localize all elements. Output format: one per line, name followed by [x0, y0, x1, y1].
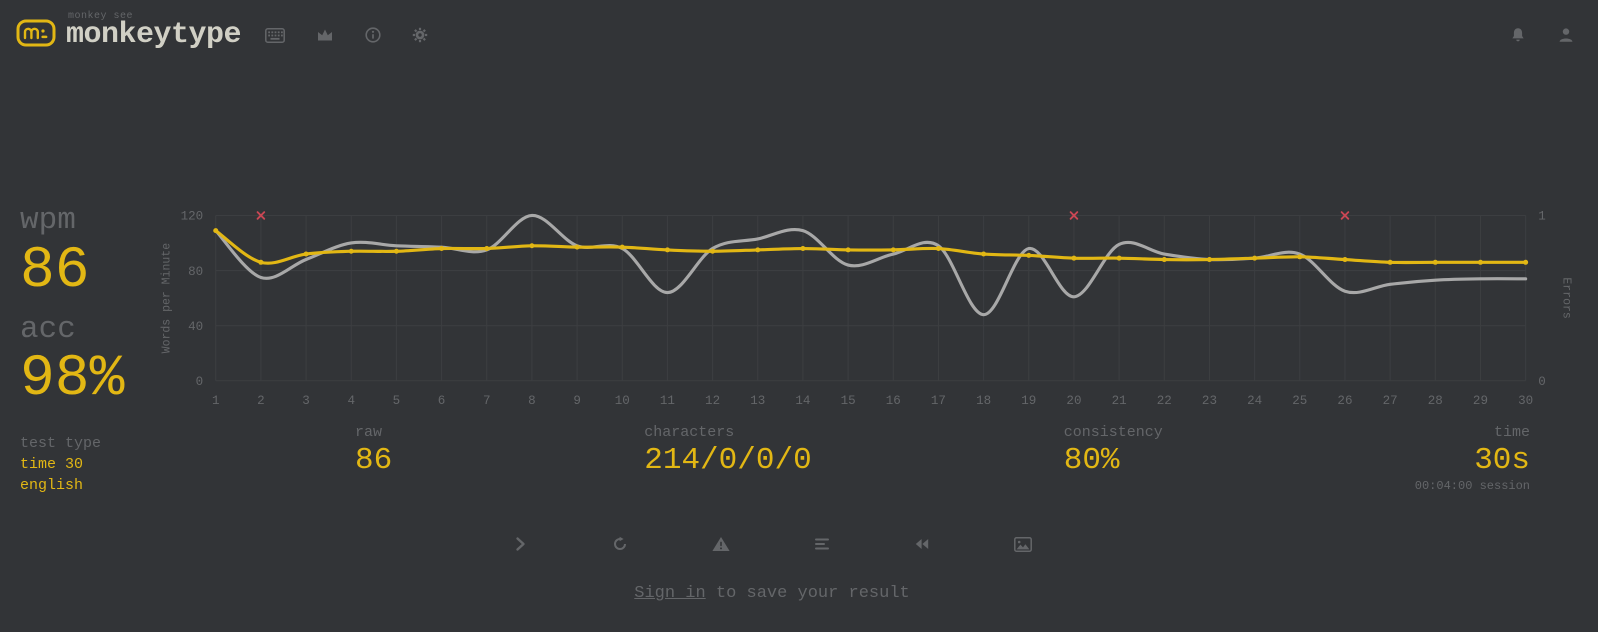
- svg-text:13: 13: [750, 394, 765, 408]
- bell-icon: [1510, 27, 1526, 43]
- svg-text:3: 3: [302, 394, 310, 408]
- report-button[interactable]: [708, 532, 734, 556]
- header-right: [1508, 25, 1576, 45]
- svg-text:17: 17: [931, 394, 946, 408]
- monkeytype-logo-icon: [16, 19, 56, 52]
- stat-time: time 30s 00:04:00 session: [1415, 423, 1530, 496]
- wpm-label: wpm: [20, 203, 76, 238]
- watch-replay-button[interactable]: [910, 532, 934, 556]
- gear-icon: [412, 27, 428, 43]
- svg-text:26: 26: [1337, 394, 1352, 408]
- wpm-value: 86: [20, 238, 90, 304]
- notifications-button[interactable]: [1508, 25, 1528, 45]
- svg-text:19: 19: [1021, 394, 1036, 408]
- acc-value: 98%: [20, 347, 125, 413]
- svg-text:9: 9: [573, 394, 581, 408]
- info-icon: [365, 27, 381, 43]
- settings-button[interactable]: [410, 25, 430, 45]
- account-button[interactable]: [1556, 25, 1576, 45]
- time-label: time: [1493, 424, 1530, 442]
- restart-test-button[interactable]: [608, 532, 632, 556]
- stat-characters: characters 214/0/0/0: [644, 423, 811, 496]
- svg-text:80: 80: [188, 265, 203, 279]
- svg-text:14: 14: [795, 394, 810, 408]
- result-page: wpm 86 acc 98% test type time 30 english…: [0, 203, 1598, 603]
- test-type-language: english: [20, 477, 84, 495]
- leaderboards-button[interactable]: [314, 25, 336, 45]
- svg-text:0: 0: [1538, 375, 1546, 389]
- next-test-button[interactable]: [508, 532, 532, 556]
- raw-value: 86: [355, 442, 393, 478]
- svg-text:6: 6: [438, 394, 446, 408]
- session-time: 00:04:00 session: [1414, 479, 1530, 494]
- svg-text:20: 20: [1066, 394, 1081, 408]
- signin-suffix: to save your result: [705, 584, 910, 604]
- test-type-mode: time 30: [20, 456, 84, 474]
- copy-screenshot-button[interactable]: [1010, 533, 1036, 556]
- warning-icon: [712, 536, 730, 552]
- sign-in-link[interactable]: Sign in: [634, 584, 706, 604]
- logo-wordmark: monkeytype: [66, 18, 242, 52]
- crown-icon: [316, 27, 334, 43]
- rewind-icon: [914, 536, 930, 552]
- svg-text:0: 0: [196, 375, 204, 389]
- svg-text:18: 18: [976, 394, 991, 408]
- result-bottom-stats: raw 86 characters 214/0/0/0 consistency …: [155, 417, 1578, 496]
- header: monkey see monkeytype: [0, 0, 1598, 70]
- svg-text:21: 21: [1112, 394, 1127, 408]
- svg-text:7: 7: [483, 394, 491, 408]
- result-actions: [20, 532, 1578, 556]
- svg-text:22: 22: [1157, 394, 1172, 408]
- chart-area: 0 40 80 120 0 1 1 2 3 4 5 6 7 8 9 10 11 12 13 14 15 16 17 18 19 2…: [155, 205, 1578, 417]
- svg-text:40: 40: [188, 320, 203, 334]
- svg-text:8: 8: [528, 394, 536, 408]
- words-history-button[interactable]: [810, 532, 834, 556]
- test-type: test type time 30 english: [20, 433, 155, 496]
- user-icon: [1558, 27, 1574, 43]
- keyboard-icon: [265, 27, 285, 43]
- svg-text:Errors: Errors: [1559, 277, 1572, 318]
- result-left-stats: wpm 86 acc 98% test type time 30 english: [20, 203, 155, 496]
- characters-value: 214/0/0/0: [644, 442, 812, 478]
- about-button[interactable]: [363, 25, 383, 45]
- list-bars-icon: [814, 536, 830, 552]
- acc-label: acc: [20, 311, 76, 347]
- logo-tagline: monkey see: [68, 11, 134, 22]
- svg-text:10: 10: [615, 394, 630, 408]
- svg-text:Words per Minute: Words per Minute: [161, 243, 174, 354]
- characters-label: characters: [644, 424, 735, 442]
- chevron-right-icon: [512, 536, 528, 552]
- restart-icon: [612, 536, 628, 552]
- test-type-label: test type: [20, 435, 102, 453]
- svg-text:4: 4: [347, 394, 355, 408]
- image-icon: [1014, 536, 1032, 552]
- consistency-value: 80%: [1063, 442, 1120, 478]
- raw-label: raw: [355, 424, 383, 442]
- svg-text:1: 1: [212, 394, 220, 408]
- svg-text:1: 1: [1538, 210, 1546, 224]
- signin-prompt: Sign in to save your result: [20, 584, 1578, 603]
- svg-text:29: 29: [1473, 394, 1488, 408]
- svg-text:12: 12: [705, 394, 720, 408]
- logo[interactable]: monkey see monkeytype: [16, 11, 242, 52]
- svg-text:2: 2: [257, 394, 265, 408]
- stat-raw: raw 86: [355, 423, 392, 496]
- svg-text:25: 25: [1292, 394, 1307, 408]
- time-value: 30s: [1474, 442, 1530, 478]
- start-test-button[interactable]: [263, 26, 287, 45]
- svg-text:23: 23: [1202, 394, 1217, 408]
- svg-text:24: 24: [1247, 394, 1262, 408]
- svg-text:27: 27: [1383, 394, 1398, 408]
- stat-consistency: consistency 80%: [1064, 423, 1163, 496]
- consistency-label: consistency: [1063, 424, 1163, 442]
- main-nav: [263, 25, 430, 45]
- svg-text:15: 15: [841, 394, 856, 408]
- svg-text:28: 28: [1428, 394, 1443, 408]
- svg-text:11: 11: [660, 394, 675, 408]
- svg-text:120: 120: [181, 210, 204, 224]
- svg-text:16: 16: [886, 394, 901, 408]
- svg-text:5: 5: [393, 394, 401, 408]
- svg-text:30: 30: [1518, 394, 1533, 408]
